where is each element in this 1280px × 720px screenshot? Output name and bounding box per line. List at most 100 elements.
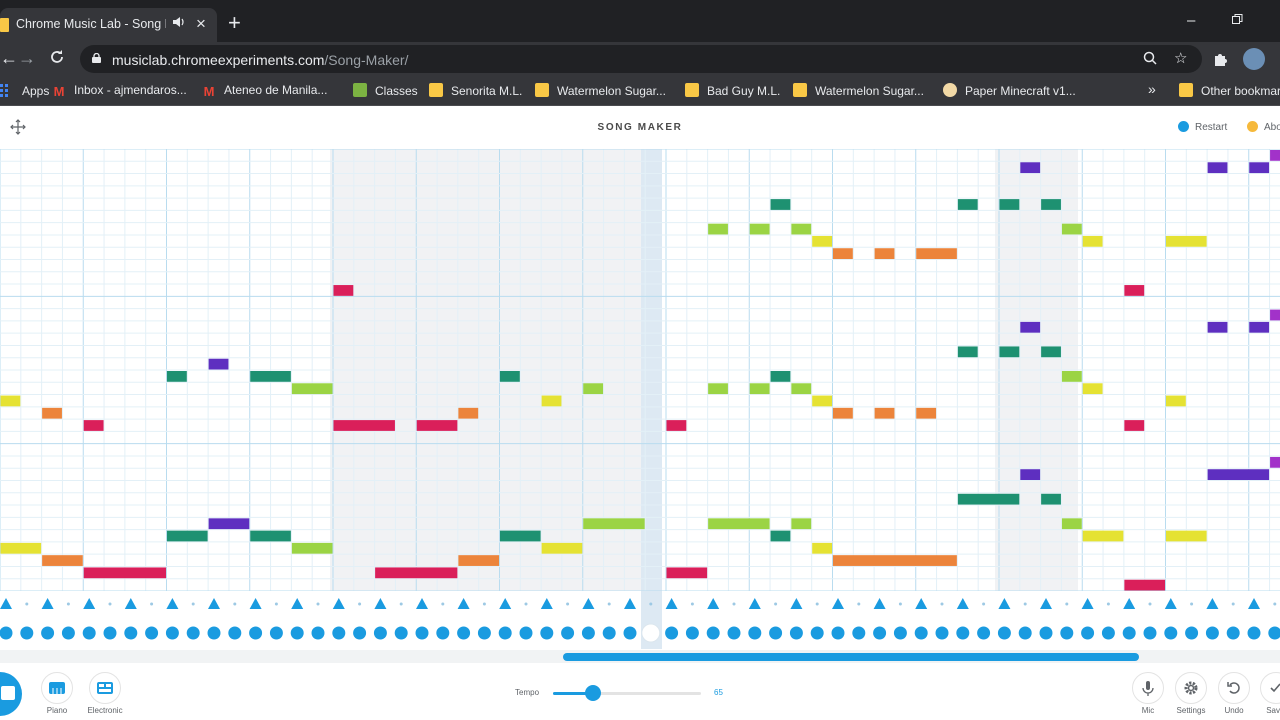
percussion-circle[interactable] xyxy=(353,626,367,640)
percussion-triangle[interactable] xyxy=(832,598,844,609)
percussion-triangle[interactable] xyxy=(499,598,512,609)
percussion-circle[interactable] xyxy=(457,626,471,640)
percussion-circle[interactable] xyxy=(311,626,325,640)
percussion-triangle[interactable] xyxy=(208,598,220,609)
percussion-circle[interactable] xyxy=(581,626,595,640)
percussion-circle[interactable] xyxy=(893,626,907,640)
percussion-empty-dot[interactable] xyxy=(191,602,195,606)
percussion-triangle[interactable] xyxy=(41,598,54,609)
percussion-circle[interactable] xyxy=(415,626,429,640)
percussion-triangle[interactable] xyxy=(998,598,1011,609)
bookmark-senorita[interactable]: Senorita M.L. xyxy=(429,83,522,98)
tempo-value[interactable]: 65 xyxy=(714,688,723,697)
bookmark-apps[interactable]: Apps xyxy=(0,83,49,98)
percussion-empty-dot[interactable] xyxy=(233,602,237,606)
percussion-circle[interactable] xyxy=(977,626,991,640)
percussion-empty-dot[interactable] xyxy=(108,602,112,606)
percussion-empty-dot[interactable] xyxy=(857,602,861,606)
percussion-empty-dot[interactable] xyxy=(1065,602,1069,606)
percussion-circle[interactable] xyxy=(873,626,887,640)
profile-avatar[interactable] xyxy=(1243,48,1265,70)
note-grid-canvas[interactable] xyxy=(0,149,1280,591)
percussion-circle[interactable] xyxy=(935,626,949,640)
percussion-circle[interactable] xyxy=(20,626,34,640)
settings-button[interactable] xyxy=(1175,672,1207,704)
tempo-slider-knob[interactable] xyxy=(584,685,601,701)
percussion-triangle[interactable] xyxy=(1123,598,1136,609)
percussion-circle[interactable] xyxy=(165,626,179,640)
percussion-circle[interactable] xyxy=(124,626,138,640)
percussion-triangle[interactable] xyxy=(540,598,553,609)
percussion-empty-dot[interactable] xyxy=(732,602,736,606)
percussion-triangle[interactable] xyxy=(790,598,803,609)
reload-icon[interactable] xyxy=(49,49,65,68)
percussion-circle[interactable] xyxy=(641,623,661,643)
percussion-empty-dot[interactable] xyxy=(1273,602,1277,606)
percussion-circle[interactable] xyxy=(477,626,491,640)
percussion-triangle[interactable] xyxy=(873,598,886,609)
bookmark-star-icon[interactable]: ☆ xyxy=(1174,50,1188,67)
bookmarks-more-chevron-icon[interactable]: » xyxy=(1148,81,1156,97)
percussion-circle[interactable] xyxy=(1185,626,1199,640)
percussion-empty-dot[interactable] xyxy=(815,602,819,606)
percussion-circle[interactable] xyxy=(561,626,575,640)
percussion-circle[interactable] xyxy=(332,626,346,640)
percussion-circle[interactable] xyxy=(1226,626,1240,640)
percussion-circle[interactable] xyxy=(290,626,304,640)
percussion-empty-dot[interactable] xyxy=(66,602,70,606)
speaker-icon[interactable] xyxy=(172,15,188,33)
percussion-triangle[interactable] xyxy=(457,598,470,609)
percussion-empty-dot[interactable] xyxy=(358,602,362,606)
save-button[interactable] xyxy=(1260,672,1280,704)
percussion-circle[interactable] xyxy=(498,626,512,640)
percussion-circle[interactable] xyxy=(852,626,866,640)
song-scrollbar[interactable] xyxy=(0,650,1280,663)
percussion-circle[interactable] xyxy=(519,626,533,640)
percussion-circle[interactable] xyxy=(186,626,200,640)
percussion-empty-dot[interactable] xyxy=(1148,602,1152,606)
percussion-circle[interactable] xyxy=(1122,626,1136,640)
percussion-canvas[interactable] xyxy=(0,591,1280,649)
percussion-triangle[interactable] xyxy=(624,598,636,609)
percussion-empty-dot[interactable] xyxy=(524,602,528,606)
minimize-icon[interactable]: – xyxy=(1187,12,1196,29)
percussion-circle[interactable] xyxy=(748,626,762,640)
percussion-circle[interactable] xyxy=(1268,626,1280,640)
percussion-triangle[interactable] xyxy=(0,598,12,609)
percussion-circle[interactable] xyxy=(1060,626,1074,640)
percussion-circle[interactable] xyxy=(914,626,928,640)
percussion-circle[interactable] xyxy=(249,626,263,640)
percussion-circle[interactable] xyxy=(727,626,741,640)
restart-button[interactable]: Restart xyxy=(1178,121,1227,133)
bookmark-inbox[interactable]: M Inbox - ajmendaros... xyxy=(53,83,187,99)
restore-window-icon[interactable] xyxy=(1232,12,1243,29)
about-button[interactable]: Abo xyxy=(1247,121,1280,133)
percussion-circle[interactable] xyxy=(41,626,55,640)
percussion-circle[interactable] xyxy=(1143,626,1157,640)
percussion-triangle[interactable] xyxy=(1248,598,1260,609)
percussion-circle[interactable] xyxy=(269,626,283,640)
percussion-empty-dot[interactable] xyxy=(898,602,902,606)
percussion-triangle[interactable] xyxy=(332,598,345,609)
percussion-triangle[interactable] xyxy=(249,598,262,609)
percussion-triangle[interactable] xyxy=(748,598,761,609)
percussion-circle[interactable] xyxy=(769,626,783,640)
browser-tab[interactable]: Chrome Music Lab - Song M × xyxy=(0,8,217,42)
new-tab-icon[interactable]: + xyxy=(228,10,241,35)
percussion-triangle[interactable] xyxy=(1081,598,1094,609)
percussion-triangle[interactable] xyxy=(956,598,969,609)
percussion-empty-dot[interactable] xyxy=(1231,602,1235,606)
percussion-circle[interactable] xyxy=(789,626,803,640)
percussion-circle[interactable] xyxy=(61,626,75,640)
percussion-circle[interactable] xyxy=(0,626,13,640)
percussion-circle[interactable] xyxy=(103,626,117,640)
percussion-circle[interactable] xyxy=(82,626,96,640)
percussion-triangle[interactable] xyxy=(707,598,720,609)
tempo-slider[interactable] xyxy=(553,685,701,701)
piano-instrument-button[interactable] xyxy=(41,672,73,704)
percussion-circle[interactable] xyxy=(1081,626,1095,640)
percussion-circle[interactable] xyxy=(436,626,450,640)
percussion-empty-dot[interactable] xyxy=(774,602,778,606)
percussion-triangle[interactable] xyxy=(124,598,137,609)
bookmark-watermelon-2[interactable]: Watermelon Sugar... xyxy=(793,83,924,98)
